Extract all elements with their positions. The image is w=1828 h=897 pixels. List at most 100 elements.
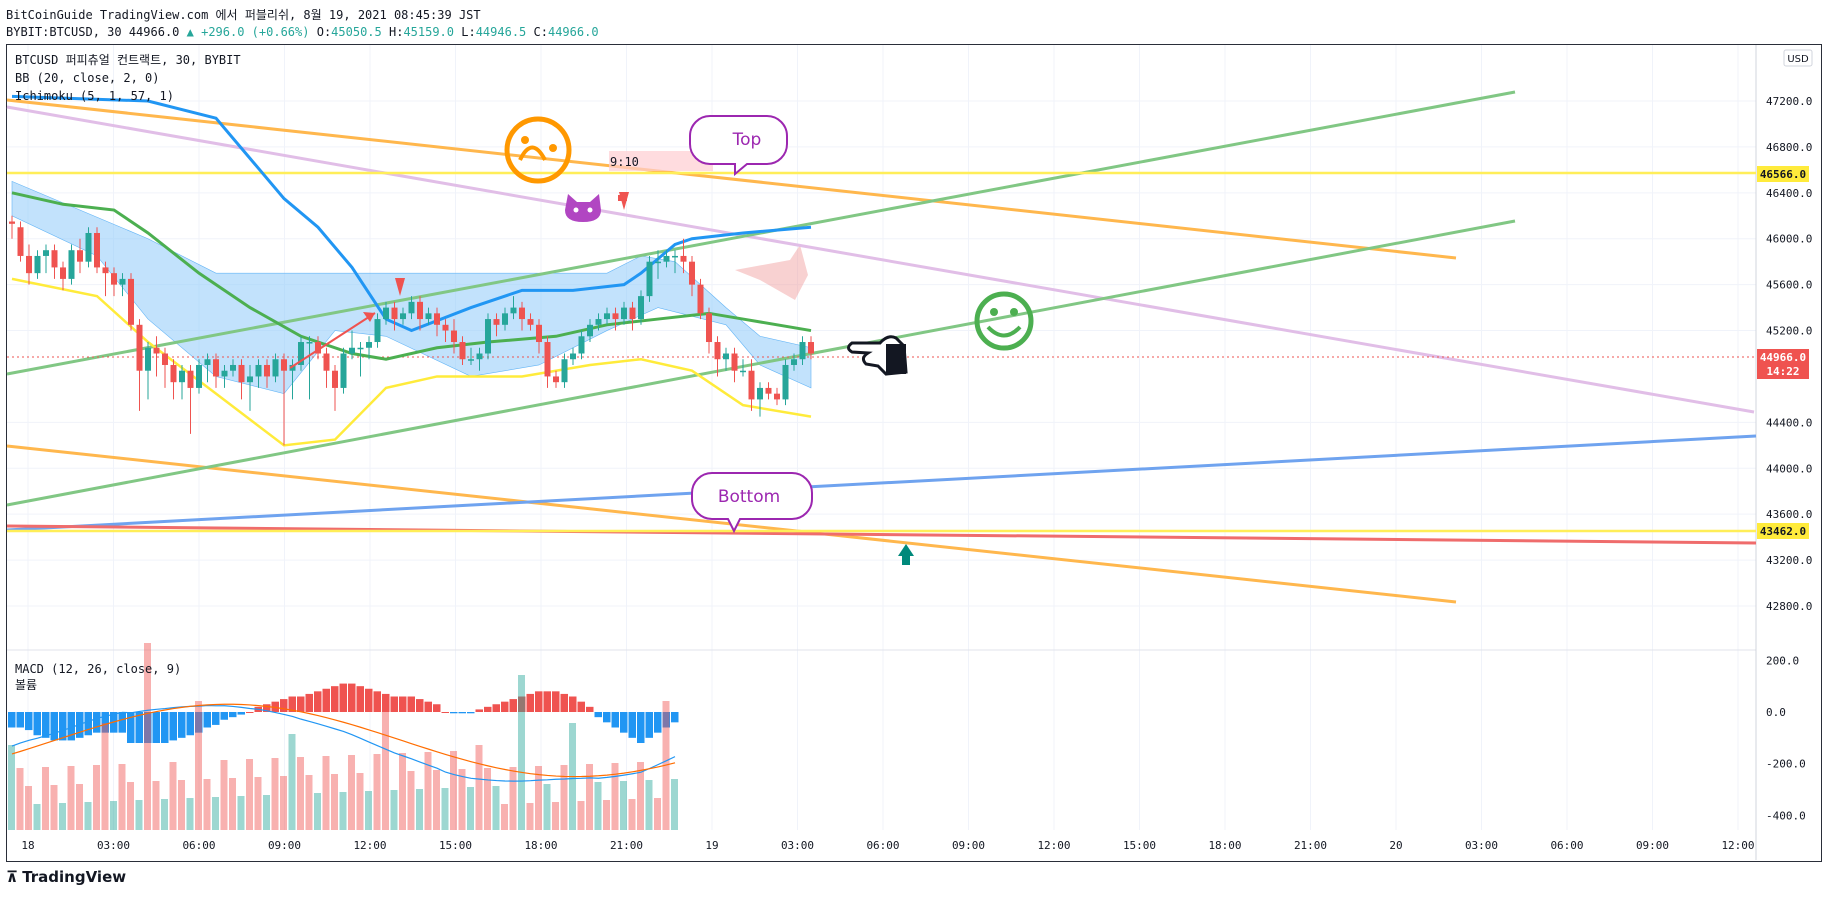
ratio-label: 9:10 xyxy=(610,155,639,169)
price-tick: 47200.0 xyxy=(1766,95,1812,108)
purple-trendline xyxy=(6,105,1755,414)
candle-body xyxy=(561,359,568,383)
candles xyxy=(9,215,814,446)
candle-body xyxy=(102,267,109,274)
price-axis: 47200.0 46800.0 46400.0 46000.0 45600.0 45200… xyxy=(1766,95,1812,613)
macd-hist-bar xyxy=(203,712,211,728)
chart-frame[interactable] xyxy=(6,44,1822,862)
volume-bar xyxy=(348,755,355,830)
up-arrow-stem xyxy=(902,555,910,565)
macd-hist-bar xyxy=(127,712,135,743)
volume-bar xyxy=(169,762,177,830)
tradingview-logo: ⊼ TradingView xyxy=(6,868,126,886)
time-tick: 18:00 xyxy=(524,839,557,852)
time-tick: 20 xyxy=(1389,839,1402,852)
candle-body xyxy=(366,342,372,348)
candle-body xyxy=(170,364,177,383)
candle-body xyxy=(765,387,772,394)
candle-body xyxy=(417,301,423,320)
resistance-price-tag xyxy=(1757,166,1809,182)
last-price: 44966.0 xyxy=(128,25,180,39)
macd-hist-bar xyxy=(441,712,449,713)
macd-hist-bar xyxy=(8,712,16,728)
candle-body xyxy=(357,347,364,350)
volume-bar xyxy=(382,712,389,830)
macd-hist-bar xyxy=(101,712,109,733)
candle-body xyxy=(493,319,500,325)
candle-body xyxy=(60,267,66,279)
macd-hist-bar xyxy=(93,712,101,733)
ratio-box xyxy=(609,151,713,171)
macd-hist-bar xyxy=(331,686,339,712)
macd-hist-bar xyxy=(492,704,500,712)
candle-body xyxy=(340,353,347,388)
candle-body xyxy=(315,342,321,354)
candle-body xyxy=(655,261,661,264)
time-tick: 09:00 xyxy=(268,839,301,852)
volume-bar xyxy=(297,757,304,830)
candle-body xyxy=(145,347,151,371)
time-axis: 18 03:00 06:00 09:00 12:00 15:00 18:00 21:00 19 0… xyxy=(21,839,1754,852)
candle-body xyxy=(527,319,534,325)
price-tick: 45200.0 xyxy=(1766,325,1812,338)
macd-hist-bar xyxy=(654,712,662,733)
ichimoku-cloud-bear xyxy=(735,245,808,300)
bb-basis-line xyxy=(11,94,812,333)
macd-hist-bar xyxy=(577,701,585,712)
candle-body xyxy=(298,342,304,365)
macd-hist-bar xyxy=(509,699,517,712)
candle-body xyxy=(510,307,517,314)
macd-histogram xyxy=(8,683,679,743)
candle-body xyxy=(612,313,619,320)
macd-hist-bar xyxy=(271,701,279,712)
macd-hist-bar xyxy=(586,706,594,712)
macd-hist-bar xyxy=(407,696,415,712)
volume-bar xyxy=(322,756,330,830)
candle-body xyxy=(230,364,236,371)
volume-bar xyxy=(76,784,83,830)
volume-bar xyxy=(433,770,440,830)
candle-body xyxy=(629,307,636,320)
volume-bar xyxy=(42,767,49,830)
time-tick: 21:00 xyxy=(610,839,643,852)
macd-hist-bar xyxy=(526,693,534,712)
candle-body xyxy=(442,324,449,331)
candle-body xyxy=(740,370,746,373)
candle-body xyxy=(519,307,525,320)
candle-body xyxy=(757,387,763,400)
volume-bar xyxy=(118,764,126,830)
candle-body xyxy=(485,319,491,354)
volume-bar xyxy=(67,766,75,830)
candle-body xyxy=(748,370,755,400)
macd-hist-bar xyxy=(229,712,237,718)
price-tick: 44000.0 xyxy=(1766,462,1812,475)
macd-hist-bar xyxy=(220,712,228,720)
publish-header: BitCoinGuide TradingView.com 에서 퍼블리쉬, 8월… xyxy=(6,8,481,22)
candle-body xyxy=(136,324,143,371)
volume-bar xyxy=(305,775,313,830)
volume-bar xyxy=(637,762,644,830)
candle-body xyxy=(111,273,117,285)
volume-bar xyxy=(339,792,347,830)
macd-hist-bar xyxy=(237,712,245,715)
candle-body xyxy=(272,359,279,377)
green-channel-lower xyxy=(6,219,1516,507)
red-support-line xyxy=(6,524,1757,545)
orange-trendline-upper xyxy=(6,98,1457,260)
last-price-tag xyxy=(1757,349,1809,379)
macd-tick: -400.0 xyxy=(1766,809,1806,822)
macd-hist-bar xyxy=(373,691,381,712)
candle-body xyxy=(264,364,270,377)
candle-body xyxy=(706,313,712,343)
candle-body xyxy=(383,307,389,320)
time-tick: 21:00 xyxy=(1294,839,1327,852)
time-tick: 03:00 xyxy=(97,839,130,852)
candle-body xyxy=(604,313,610,320)
volume-bar xyxy=(33,804,41,830)
macd-hist-bar xyxy=(662,712,670,728)
volume-bar xyxy=(628,799,636,830)
volume-bar xyxy=(654,798,661,830)
candle-body xyxy=(213,359,219,377)
volume-bar xyxy=(458,769,466,830)
